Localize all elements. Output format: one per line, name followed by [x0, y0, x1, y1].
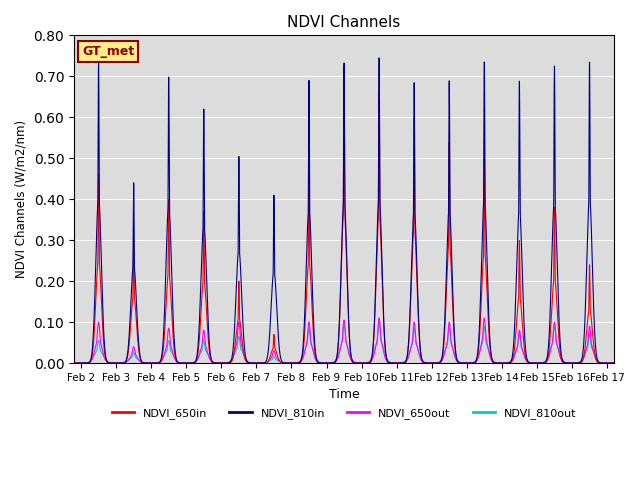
NDVI_810out: [610, 360, 618, 366]
NDVI_810out: [276, 359, 284, 365]
NDVI_810out: [515, 339, 522, 345]
NDVI_810in: [515, 219, 522, 225]
Line: NDVI_650out: NDVI_650out: [74, 318, 614, 363]
NDVI_650in: [422, 360, 429, 366]
X-axis label: Time: Time: [329, 388, 360, 401]
NDVI_810out: [394, 360, 402, 366]
NDVI_650out: [473, 358, 481, 363]
Text: GT_met: GT_met: [82, 45, 134, 58]
NDVI_810out: [168, 350, 176, 356]
NDVI_650out: [276, 359, 284, 365]
NDVI_810out: [422, 360, 429, 365]
NDVI_810in: [276, 354, 284, 360]
NDVI_650in: [276, 359, 284, 365]
NDVI_810in: [610, 360, 618, 366]
NDVI_650in: [610, 360, 618, 366]
NDVI_810in: [168, 285, 176, 290]
NDVI_650out: [168, 348, 176, 353]
Line: NDVI_650in: NDVI_650in: [74, 85, 614, 363]
Y-axis label: NDVI Channels (W/m2/nm): NDVI Channels (W/m2/nm): [15, 120, 28, 278]
NDVI_650in: [515, 299, 522, 305]
NDVI_650out: [70, 360, 78, 366]
NDVI_650out: [394, 360, 402, 366]
Line: NDVI_810in: NDVI_810in: [74, 58, 614, 363]
NDVI_810in: [70, 360, 78, 366]
NDVI_810in: [473, 354, 481, 360]
NDVI_810in: [375, 55, 383, 61]
NDVI_650out: [610, 360, 618, 366]
NDVI_650in: [168, 317, 176, 323]
NDVI_810in: [422, 360, 429, 366]
NDVI_650in: [473, 356, 481, 362]
NDVI_650out: [481, 315, 488, 321]
NDVI_810out: [473, 355, 481, 361]
Legend: NDVI_650in, NDVI_810in, NDVI_650out, NDVI_810out: NDVI_650in, NDVI_810in, NDVI_650out, NDV…: [107, 403, 581, 423]
NDVI_650in: [70, 360, 78, 366]
NDVI_810in: [394, 360, 402, 366]
NDVI_650out: [515, 336, 522, 342]
NDVI_650in: [340, 83, 348, 88]
NDVI_810out: [70, 360, 78, 366]
Title: NDVI Channels: NDVI Channels: [287, 15, 401, 30]
Line: NDVI_810out: NDVI_810out: [74, 322, 614, 363]
NDVI_650out: [421, 360, 429, 366]
NDVI_810out: [375, 319, 383, 325]
NDVI_650in: [394, 360, 402, 366]
